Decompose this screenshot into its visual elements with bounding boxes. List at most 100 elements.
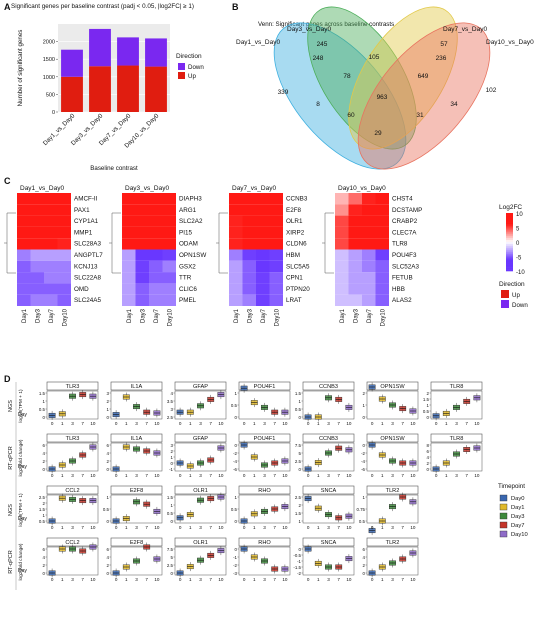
- heatmap-row-label: PTPN20: [286, 286, 310, 293]
- heatmap-cell: [348, 249, 362, 261]
- heatmap-cell: [269, 238, 283, 250]
- box-x-tick-label: 0: [371, 421, 374, 426]
- heatmap-cell: [30, 226, 44, 239]
- box-gene-title: OPN1SW: [380, 436, 405, 442]
- heatmap-cell: [362, 238, 376, 250]
- box-y-tick-label: 1.5: [295, 511, 302, 516]
- box-y-tick-label: 0: [43, 415, 46, 420]
- heatmap-cell: [256, 260, 270, 273]
- heatmap-cell: [348, 204, 362, 216]
- box-strip: [238, 485, 291, 495]
- timepoint-legend-swatch: [499, 521, 508, 529]
- box-x-tick-label: 10: [154, 473, 160, 478]
- venn-region-count: 236: [436, 55, 447, 62]
- box-strip: [366, 381, 419, 391]
- heatmap-cell: [229, 193, 243, 205]
- box-y-tick-label: 7.5: [295, 443, 302, 448]
- heatmap-cell: [348, 283, 362, 295]
- colorbar-segment: [506, 259, 513, 262]
- box-gene-title: OPN1SW: [380, 384, 405, 390]
- colorbar-segment: [506, 249, 513, 252]
- box-x-tick-label: 0: [307, 421, 310, 426]
- heatmap-row-label: CRABP2: [392, 218, 418, 225]
- venn-region-count: 8: [316, 101, 320, 108]
- heatmap-cell: [57, 204, 71, 216]
- heatmap-cell: [44, 226, 58, 239]
- box-x-tick-label: 10: [154, 421, 160, 426]
- box-x-tick-label: 10: [218, 473, 224, 478]
- heatmap-cell: [242, 283, 256, 295]
- colorbar-segment: [506, 269, 513, 272]
- colorbar-segment: [506, 218, 513, 222]
- box-x-tick-label: 7: [209, 577, 212, 582]
- colorbar-segment: [506, 222, 513, 225]
- heatmap-cell: [17, 249, 31, 261]
- box-x-tick-label: 3: [71, 473, 74, 478]
- box-y-tick-label: -6: [233, 467, 237, 472]
- venn-set-ellipse: [357, 22, 491, 170]
- bar-y-tick-label: 1000: [43, 75, 55, 81]
- heatmap-cell: [229, 260, 243, 273]
- panel-b-title: Venn: Significant genes across baseline …: [258, 21, 395, 28]
- box-x-tick-label: 1: [61, 473, 64, 478]
- box-y-axis-label: log2(fold change): [18, 543, 24, 580]
- box-y-tick-label: 4: [43, 451, 46, 456]
- heatmap-cell: [44, 193, 58, 205]
- box-y-tick-label: 0.5: [295, 407, 302, 412]
- box-x-tick-label: 10: [410, 473, 416, 478]
- box-x-tick-label: 0: [307, 577, 310, 582]
- panel-c-label: C: [4, 176, 11, 186]
- box-day-label: Day: [18, 568, 27, 574]
- box-y-tick-label: 0: [235, 415, 238, 420]
- box-y-tick-label: 0: [299, 467, 302, 472]
- box-x-tick-label: 0: [307, 525, 310, 530]
- box-x-tick-label: 3: [263, 421, 266, 426]
- box-y-tick-label: -1.5: [293, 565, 301, 570]
- box-strip: [366, 537, 419, 547]
- box-x-tick-label: 0: [179, 421, 182, 426]
- colorbar-segment: [506, 213, 513, 216]
- heatmap-cell: [162, 294, 176, 306]
- box-day-label: Day: [18, 412, 27, 418]
- colorbar-title: Log2FC: [499, 204, 522, 211]
- heatmap-row-label: SLC22A8: [74, 275, 101, 282]
- heatmap-cell: [269, 294, 283, 306]
- box-strip: [110, 537, 163, 547]
- box-y-tick-label: 0: [235, 519, 238, 524]
- heatmap-cell: [122, 272, 136, 284]
- box-x-tick-label: 10: [410, 421, 416, 426]
- heatmap-cell: [348, 260, 362, 273]
- heatmap-cell: [57, 238, 71, 250]
- box-method-label: NGS: [8, 400, 14, 412]
- box-x-tick-label: 3: [263, 525, 266, 530]
- box-x-tick-label: 7: [209, 473, 212, 478]
- heatmap-cell: [149, 272, 163, 284]
- heatmap-cell: [335, 204, 349, 216]
- box-x-tick-label: 0: [179, 577, 182, 582]
- colorbar-segment: [506, 265, 513, 268]
- heatmap-cell: [162, 226, 176, 239]
- box-y-tick-label: 2.5: [167, 563, 174, 568]
- box-y-tick-label: 5: [171, 555, 174, 560]
- bar-up: [117, 65, 139, 112]
- heatmap-row-label: DCSTAMP: [392, 207, 422, 214]
- heatmap-cell: [229, 238, 243, 250]
- heatmap-row-label: ANGPTL7: [74, 252, 103, 259]
- box-x-tick-label: 1: [253, 421, 256, 426]
- heatmap-cell: [149, 226, 163, 239]
- heatmap-cell: [375, 204, 389, 216]
- heatmap-cell: [256, 193, 270, 205]
- box-x-tick-label: 10: [218, 421, 224, 426]
- box-strip: [110, 485, 163, 495]
- heatmap-cell: [135, 294, 149, 306]
- box-y-tick-label: 4: [107, 555, 110, 560]
- heatmap-cell: [17, 215, 31, 227]
- heatmap-cell: [57, 193, 71, 205]
- box-y-tick-label: 1: [171, 455, 174, 460]
- venn-region-count: 31: [416, 112, 424, 119]
- heatmap-cell: [375, 272, 389, 284]
- heatmap-cell: [122, 283, 136, 295]
- box-x-tick-label: 7: [81, 577, 84, 582]
- timepoint-legend-swatch: [499, 503, 508, 511]
- heatmap-cell: [30, 294, 44, 306]
